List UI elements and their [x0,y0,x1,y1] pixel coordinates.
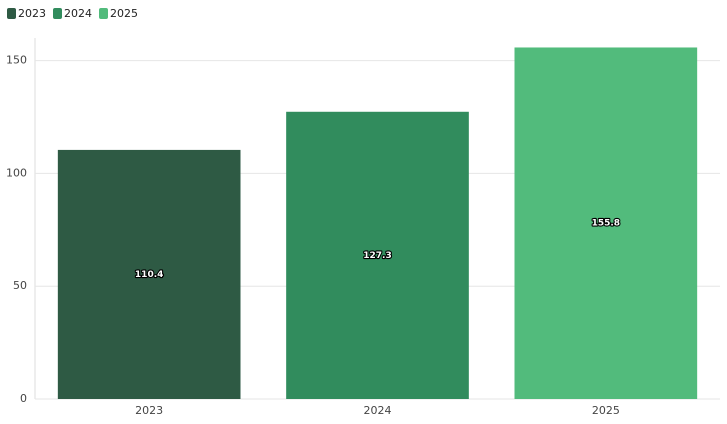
y-tick-label: 100 [6,166,27,179]
legend-swatch[interactable] [53,8,62,19]
bar[interactable] [514,47,698,399]
x-tick-label: 2024 [364,404,392,417]
legend-label[interactable]: 2025 [110,7,138,20]
y-tick-label: 50 [13,279,27,292]
value-label: 127.3 [363,251,391,261]
value-label: 155.8 [592,219,620,229]
bar[interactable] [286,111,469,400]
legend-label[interactable]: 2024 [64,7,92,20]
bar[interactable] [57,149,241,399]
legend-swatch[interactable] [99,8,108,19]
y-tick-label: 150 [6,54,27,67]
y-tick-label: 0 [20,392,27,405]
x-tick-label: 2025 [592,404,620,417]
legend-label[interactable]: 2023 [18,7,46,20]
value-label: 110.4 [135,270,163,280]
legend-swatch[interactable] [7,8,16,19]
x-tick-label: 2023 [135,404,163,417]
